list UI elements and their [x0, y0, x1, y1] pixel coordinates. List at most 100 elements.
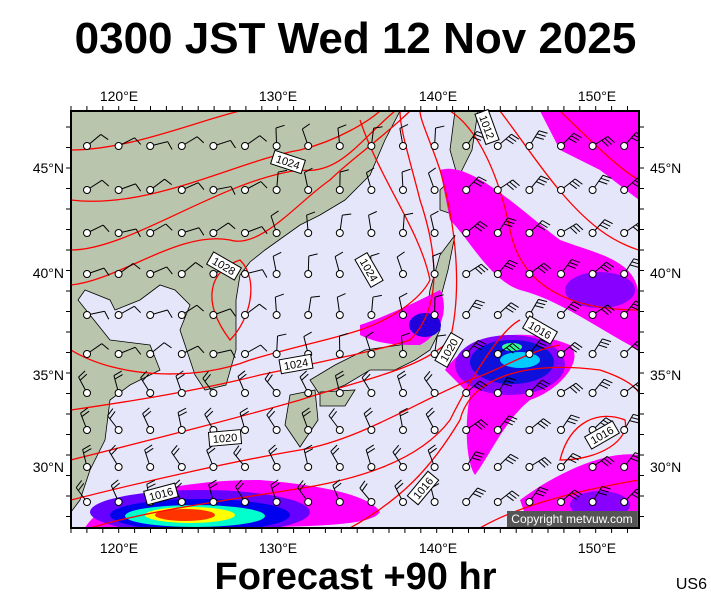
tick	[301, 373, 309, 381]
tick	[132, 263, 141, 270]
tick	[427, 444, 436, 451]
tick	[512, 343, 520, 350]
wind-barb	[241, 303, 267, 319]
tick	[599, 489, 609, 493]
tick	[477, 421, 486, 428]
tick	[539, 222, 548, 228]
tick	[536, 133, 546, 137]
wind-barb	[171, 444, 186, 471]
station-circle	[335, 389, 344, 397]
tick	[506, 377, 516, 381]
wind-barb	[114, 305, 142, 319]
tick	[204, 373, 211, 382]
tick	[277, 333, 287, 337]
station-circle	[430, 389, 439, 397]
wind-barb	[525, 262, 552, 278]
tick	[476, 382, 485, 389]
wind-barb	[335, 332, 349, 358]
station-circle	[399, 311, 407, 319]
station-circle	[83, 463, 91, 471]
station-circle	[493, 426, 502, 434]
tick	[308, 253, 318, 257]
station-circle	[525, 389, 534, 397]
tick	[472, 305, 481, 310]
tick	[473, 385, 483, 392]
tick	[478, 176, 487, 182]
station-circle	[399, 463, 407, 471]
station-circle	[335, 498, 344, 506]
tick	[366, 447, 376, 454]
wind-barb	[304, 253, 318, 278]
tick	[630, 306, 639, 311]
wind-barb	[493, 217, 517, 237]
wind-barb	[83, 224, 110, 237]
wind-barb	[359, 480, 376, 506]
station-circle	[430, 229, 439, 237]
tick	[239, 373, 247, 381]
wind-barb	[114, 263, 141, 278]
tick	[146, 479, 156, 485]
wind-barb	[80, 407, 91, 434]
station-circle	[430, 426, 439, 434]
wind-barb	[144, 444, 155, 471]
tick	[569, 261, 579, 266]
station-circle	[209, 350, 218, 358]
station-circle	[114, 270, 123, 278]
tick	[435, 125, 445, 129]
station-circle	[620, 229, 629, 237]
station-circle	[241, 498, 249, 506]
tick	[262, 269, 268, 278]
tick	[333, 482, 342, 490]
wind-barb	[588, 456, 615, 471]
tick	[635, 300, 639, 304]
wind-barb	[493, 133, 520, 150]
station-circle	[399, 270, 407, 278]
tick	[569, 182, 578, 190]
wind-barb	[396, 251, 407, 278]
wind-barb	[430, 125, 445, 150]
tick	[240, 411, 249, 417]
tick	[366, 167, 375, 174]
station-circle	[430, 498, 439, 506]
tick	[208, 479, 217, 486]
wind-barb	[83, 343, 110, 358]
wind-barb	[209, 186, 236, 195]
wind-barb	[241, 226, 268, 237]
station-circle	[146, 142, 155, 150]
wind-barb	[367, 211, 377, 237]
tick	[536, 384, 546, 390]
tick	[196, 136, 205, 144]
station-circle	[304, 389, 313, 397]
tick	[572, 180, 580, 187]
station-circle	[399, 229, 407, 237]
wind-barb	[175, 370, 186, 397]
tick	[204, 407, 212, 415]
tick	[133, 305, 142, 314]
tick	[432, 252, 442, 257]
station-circle	[588, 142, 597, 150]
tick	[604, 306, 612, 314]
tick	[103, 267, 110, 276]
tick	[570, 414, 580, 419]
tick	[102, 224, 110, 233]
wind-barb	[525, 339, 549, 358]
tick	[543, 418, 552, 425]
tick	[302, 123, 311, 130]
tick	[335, 370, 344, 376]
tick	[81, 410, 90, 417]
wind-barb	[264, 371, 281, 397]
station-circle	[588, 270, 597, 278]
tick	[173, 447, 180, 456]
wind-barb	[146, 178, 173, 194]
wind-barb	[557, 178, 583, 194]
station-circle	[272, 142, 281, 150]
tick	[83, 448, 92, 454]
tick	[107, 408, 114, 417]
tick	[110, 447, 118, 456]
wind-barb	[299, 370, 313, 397]
tick	[598, 344, 608, 349]
wind-barb	[114, 228, 141, 238]
tick	[479, 221, 488, 227]
tick	[601, 139, 609, 147]
tick	[260, 344, 268, 352]
